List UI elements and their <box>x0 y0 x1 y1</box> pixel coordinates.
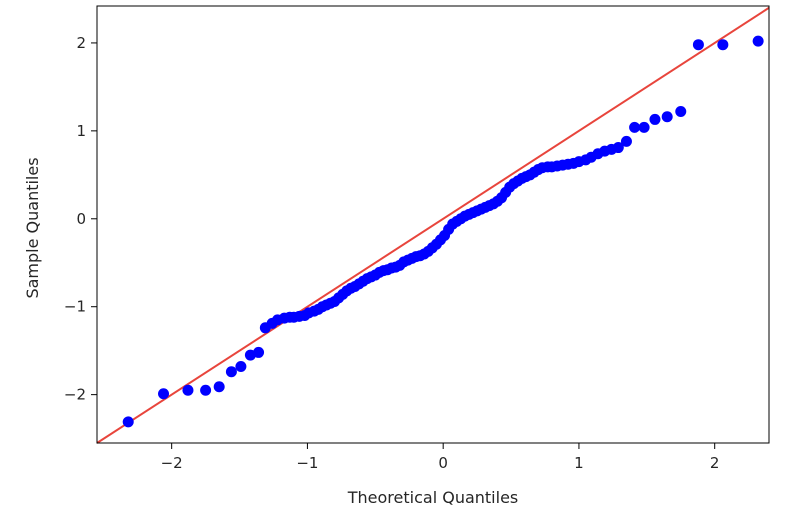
data-point-96 <box>752 35 764 47</box>
x-tick-label: 1 <box>574 454 584 472</box>
y-axis: −2 −1 0 1 2 <box>64 34 97 404</box>
data-point-94 <box>692 39 704 51</box>
data-point-92 <box>661 111 673 123</box>
data-point-1 <box>158 388 170 400</box>
x-tick-label: −1 <box>296 454 318 472</box>
data-point-88 <box>620 135 632 147</box>
x-tick-label: 0 <box>438 454 448 472</box>
x-axis: −2 −1 0 1 2 <box>161 443 720 472</box>
data-point-95 <box>717 39 729 51</box>
x-axis-title: Theoretical Quantiles <box>347 488 519 507</box>
y-tick-label: 2 <box>76 34 86 52</box>
data-point-2 <box>182 384 194 396</box>
y-tick-label: 0 <box>76 210 86 228</box>
data-point-6 <box>235 361 247 372</box>
plot-frame <box>96 5 770 444</box>
points-layer <box>122 35 764 428</box>
y-tick-label: 1 <box>76 122 86 140</box>
data-point-89 <box>629 121 641 133</box>
data-point-0 <box>122 416 134 428</box>
x-tick-label: −2 <box>161 454 183 472</box>
data-point-4 <box>213 381 225 393</box>
data-point-3 <box>200 384 212 396</box>
data-point-8 <box>253 346 265 358</box>
y-tick-label: −1 <box>64 298 86 316</box>
data-point-87 <box>612 142 624 154</box>
x-tick-label: 2 <box>710 454 720 472</box>
reference-line-layer <box>96 6 770 444</box>
y-tick-label: −2 <box>64 386 86 404</box>
data-point-90 <box>638 121 650 133</box>
reference-line <box>96 6 770 444</box>
data-point-5 <box>225 366 237 378</box>
data-point-93 <box>675 106 687 118</box>
data-point-91 <box>649 113 661 125</box>
y-axis-title: Sample Quantiles <box>23 157 42 298</box>
